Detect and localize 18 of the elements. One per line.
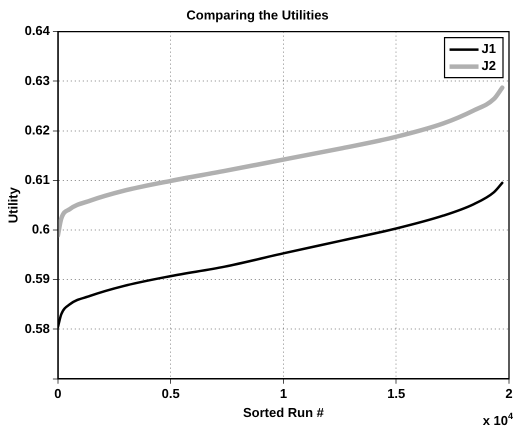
y-tick-label: 0.62 [24, 122, 50, 138]
line-series [58, 85, 505, 238]
y-tick-label: 0.64 [24, 23, 51, 38]
chart-title: Comparing the Utilities [186, 7, 329, 22]
x-tick-label: 2 [505, 386, 513, 402]
x-tick-label: 0.5 [162, 386, 180, 402]
y-tick-label: 0.6 [32, 222, 50, 237]
x-axis-title: Sorted Run # [243, 404, 325, 420]
x-tick-label: 1.5 [387, 386, 406, 402]
y-axis-title: Utility [5, 186, 20, 224]
legend-label: J2 [482, 58, 496, 74]
legend-label: J1 [482, 41, 496, 56]
y-tick-label: 0.59 [24, 271, 50, 286]
x-tick-label: 0 [54, 386, 62, 402]
y-tick-label: 0.61 [24, 172, 50, 187]
y-tick-label: 0.58 [24, 320, 50, 336]
x-tick-label: 1 [280, 386, 288, 402]
y-tick-label: 0.63 [24, 72, 50, 88]
